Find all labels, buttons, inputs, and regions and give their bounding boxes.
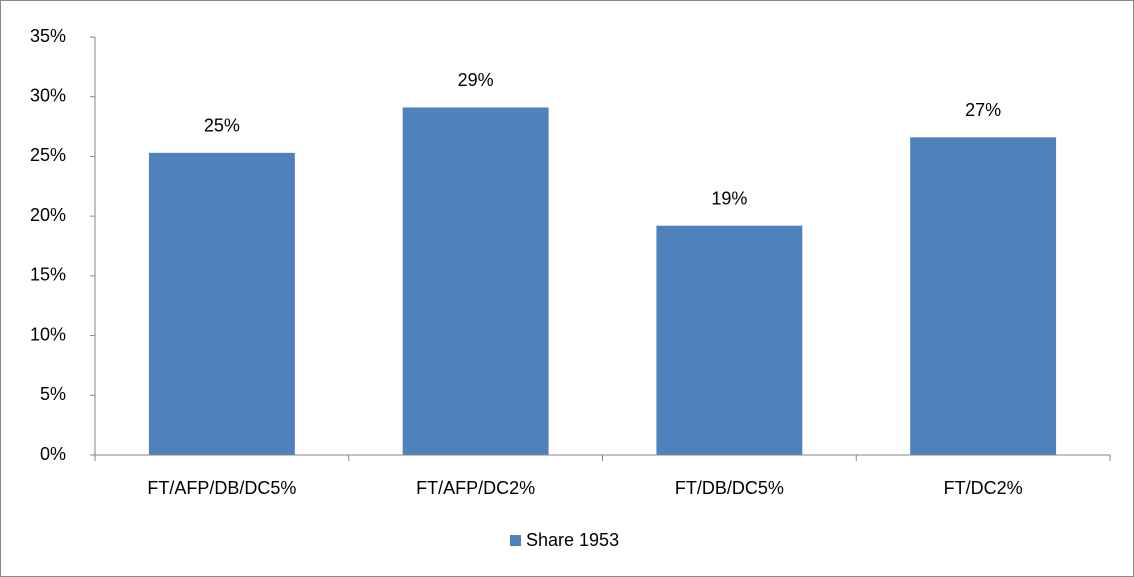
y-tick-label: 30%	[30, 85, 66, 105]
y-tick-label: 10%	[30, 324, 66, 344]
y-tick-label: 20%	[30, 205, 66, 225]
x-tick-label: FT/DB/DC5%	[675, 478, 784, 498]
bar	[910, 137, 1057, 455]
data-label: 29%	[458, 70, 494, 90]
data-label: 27%	[965, 100, 1001, 120]
bar	[148, 152, 295, 456]
x-tick-label: FT/DC2%	[944, 478, 1023, 498]
legend-label: Share 1953	[526, 530, 619, 550]
data-label: 25%	[204, 116, 240, 136]
y-tick-label: 5%	[40, 384, 66, 404]
x-tick-label: FT/AFP/DC2%	[416, 478, 535, 498]
y-tick-label: 35%	[30, 26, 66, 46]
y-tick-label: 0%	[40, 444, 66, 464]
data-label: 19%	[711, 188, 747, 208]
x-tick-label: FT/AFP/DB/DC5%	[147, 478, 296, 498]
legend-swatch	[510, 535, 521, 546]
bar	[402, 107, 549, 455]
bar	[656, 225, 803, 455]
y-tick-label: 25%	[30, 145, 66, 165]
y-tick-label: 15%	[30, 265, 66, 285]
